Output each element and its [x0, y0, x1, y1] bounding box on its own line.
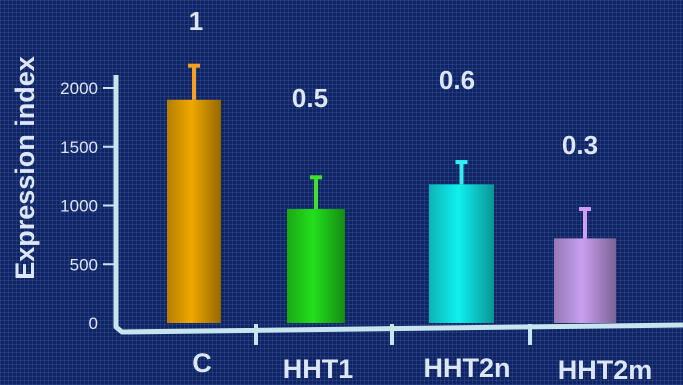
data-label-c: 1 [189, 6, 203, 36]
axes: Expression index [10, 56, 683, 335]
y-tick-label: 1000 [60, 197, 98, 216]
data-label-hht2m: 0.3 [562, 130, 598, 160]
data-label-hht1: 0.5 [292, 83, 328, 113]
axis-lines [113, 75, 683, 335]
x-tick-label-hht2m: HHT2m [558, 355, 653, 385]
x-tick-label-hht2n: HHT2n [424, 353, 511, 383]
x-tick-label-c: C [192, 348, 212, 378]
y-tick-label: 1500 [60, 138, 98, 157]
bar-hht2n [429, 184, 494, 323]
data-label-hht2n: 0.6 [439, 65, 475, 95]
y-tick-label: 500 [70, 255, 98, 274]
y-tick-label: 2000 [60, 79, 98, 98]
x-tick-label-hht1: HHT1 [283, 354, 354, 384]
bar-hht1 [287, 209, 345, 323]
y-axis-label: Expression index [10, 56, 40, 280]
bar-c [167, 99, 221, 323]
bar-hht2m [554, 238, 616, 323]
y-tick-label: 0 [89, 314, 98, 333]
